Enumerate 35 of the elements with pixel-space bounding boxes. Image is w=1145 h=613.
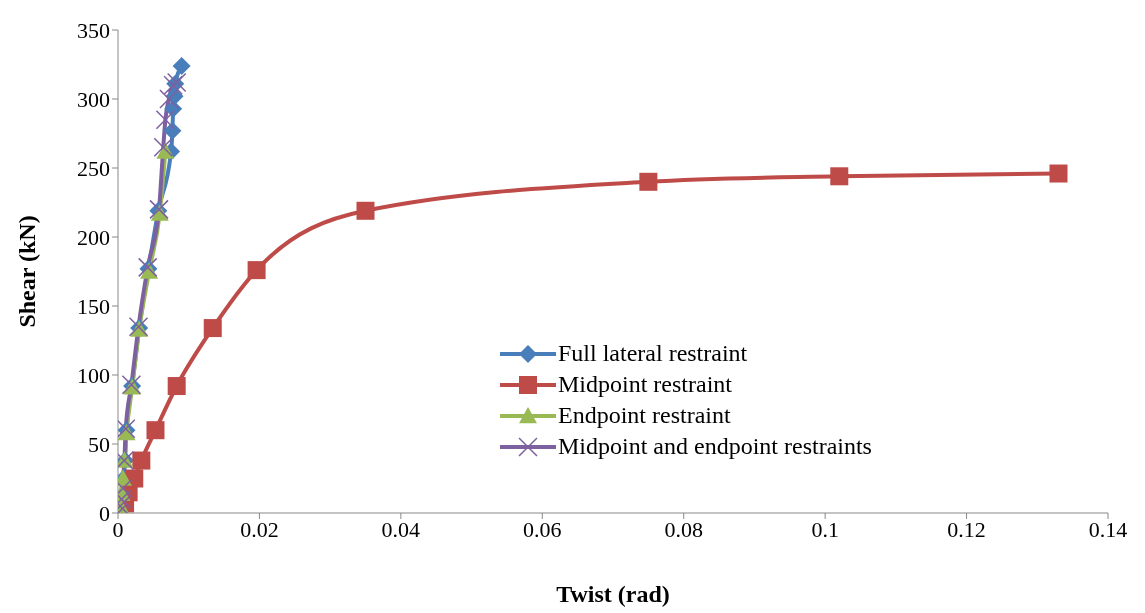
x-tick-label: 0.02 (240, 516, 279, 542)
legend-label: Midpoint and endpoint restraints (558, 433, 872, 460)
point (830, 167, 849, 186)
x-tick-label: 0.14 (1088, 516, 1128, 542)
x-axis-title: Twist (rad) (556, 581, 670, 608)
y-tick-label: 250 (77, 155, 110, 181)
y-tick-label: 300 (77, 86, 110, 112)
legend-label: Midpoint restraint (558, 371, 732, 398)
y-axis-title: Shear (kN) (13, 215, 40, 328)
point (1049, 164, 1068, 183)
x-tick-label: 0.12 (947, 516, 986, 542)
point (639, 172, 658, 191)
point (153, 137, 174, 158)
point (247, 261, 266, 280)
y-tick-label: 350 (77, 17, 110, 43)
x-tick-label: 0.1 (811, 516, 839, 542)
y-tick-label: 100 (77, 362, 110, 388)
y-tick-label: 50 (88, 431, 110, 457)
point (203, 319, 222, 338)
point (167, 377, 186, 396)
point (159, 89, 179, 109)
legend-label: Endpoint restraint (558, 402, 731, 429)
y-tick-label: 200 (77, 224, 110, 250)
point (146, 421, 165, 440)
point (356, 201, 375, 220)
point (163, 121, 182, 140)
point (172, 56, 191, 75)
x-tick-label: 0.06 (523, 516, 562, 542)
point (132, 451, 151, 470)
y-tick-label: 150 (77, 293, 110, 319)
x-tick-label: 0.08 (664, 516, 703, 542)
x-tick-label: 0.04 (381, 516, 421, 542)
legend-label: Full lateral restraint (558, 340, 748, 367)
point (155, 109, 176, 130)
y-tick-label: 0 (99, 500, 110, 526)
